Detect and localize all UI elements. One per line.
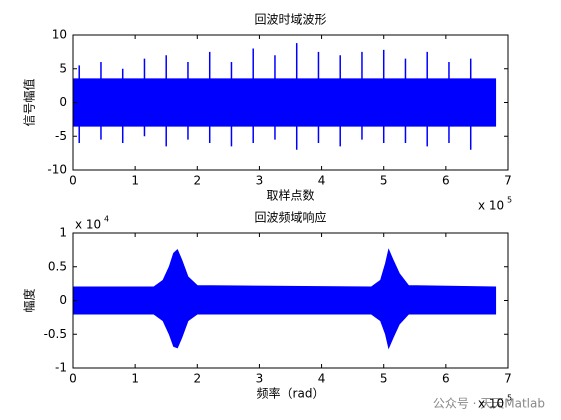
y-tick-label: 10 <box>52 28 67 42</box>
x-tick-label: 0 <box>69 372 77 386</box>
y-tick-label: 0 <box>59 293 67 307</box>
x-tick-label: 2 <box>193 174 201 188</box>
signal-band <box>72 248 497 350</box>
x-tick-label: 7 <box>504 174 512 188</box>
y-tick-label: -5 <box>55 129 67 143</box>
x-tick-label: 0 <box>69 174 77 188</box>
axes-title: 回波时域波形 <box>254 13 326 27</box>
x-tick-label: 6 <box>442 174 450 188</box>
y-tick-label: 0.5 <box>48 259 67 273</box>
y-tick-label: -10 <box>47 163 67 177</box>
y-axis-label: 信号幅值 <box>22 78 37 126</box>
x-axis-label: 取样点数 <box>266 188 314 203</box>
x-tick-label: 6 <box>442 372 450 386</box>
axes-title: 回波频域响应 <box>254 210 326 225</box>
y-tick-label: -0.5 <box>44 327 67 341</box>
x-tick-label: 5 <box>380 372 388 386</box>
x-axis-label: 频率（rad） <box>257 386 325 401</box>
y-tick-label: -1 <box>55 361 67 375</box>
x-exponent: 5 <box>507 394 512 403</box>
y-tick-label: 1 <box>59 226 67 240</box>
x-tick-label: 7 <box>504 372 512 386</box>
x-tick-label: 1 <box>131 174 139 188</box>
y-tick-label: 5 <box>59 61 67 75</box>
y-exponent: 4 <box>104 215 109 224</box>
y-axis-label: 幅度 <box>22 288 37 312</box>
signal-band <box>72 78 497 127</box>
x-tick-label: 4 <box>318 372 326 386</box>
y-exponent-base: x 10 <box>75 218 101 232</box>
y-tick-label: 0 <box>59 95 67 109</box>
x-exponent-base: x 10 <box>478 199 504 213</box>
x-tick-label: 2 <box>193 372 201 386</box>
x-tick-label: 1 <box>131 372 139 386</box>
x-tick-label: 4 <box>318 174 326 188</box>
x-exponent: 5 <box>507 196 512 205</box>
x-tick-label: 3 <box>256 372 264 386</box>
x-tick-label: 5 <box>380 174 388 188</box>
x-exponent-base: x 10 <box>478 397 504 411</box>
watermark: 公众号 · 天天Matlab <box>433 397 545 411</box>
x-tick-label: 3 <box>256 174 264 188</box>
